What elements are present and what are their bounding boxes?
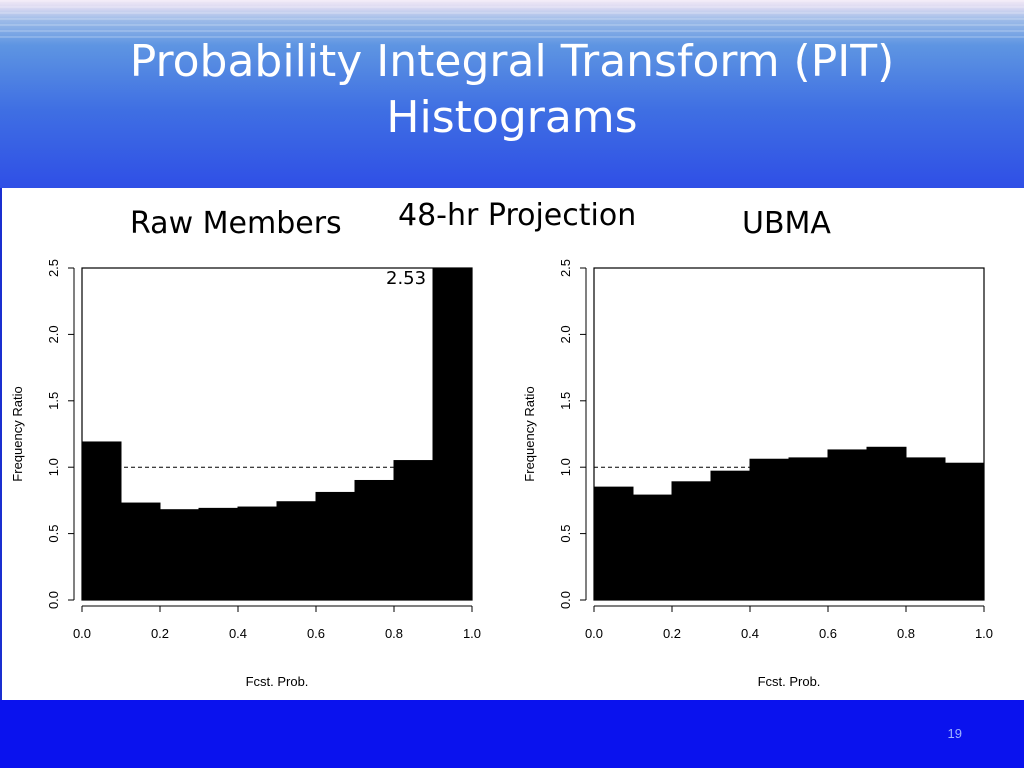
slide-content: 0.0 0.2 0.4 0.6 0.8 1.0 0.0 0.5 1.0 1.5 2.0 2.5 Fcst… [0,188,1024,700]
x-axis-title: Fcst. Prob. [246,674,309,689]
x-tick-label: 0.4 [741,626,759,641]
histogram-bar [827,449,868,601]
slide-header: Probability Integral Transform (PIT) His… [0,0,1024,188]
y-tick-label: 0.5 [46,525,61,543]
y-tick-label: 1.0 [558,458,573,476]
histogram-bar [159,509,200,601]
slide-title-line2: Histograms [386,92,638,143]
histogram-bar [354,479,395,601]
histogram-bar [788,457,829,601]
right-panel-title: UBMA [742,206,831,241]
y-axis-title: Frequency Ratio [10,386,25,481]
histogram-bar [710,470,751,601]
plot-frame [81,267,473,601]
x-tick-label: 0.8 [897,626,915,641]
histogram-bar [315,491,356,601]
histogram-bar [432,267,473,601]
histogram-bar [905,457,946,601]
histogram-bar [237,506,278,601]
x-tick-label: 0.0 [73,626,91,641]
histogram-bar [593,486,634,601]
header-stripes [0,0,1024,40]
y-tick-label: 2.5 [46,259,61,277]
x-tick-label: 0.2 [663,626,681,641]
overflow-value-annotation: 2.53 [386,268,427,289]
histogram-bar [276,501,317,601]
y-tick-label: 1.0 [46,458,61,476]
histogram-bar [120,502,161,601]
x-axis-title: Fcst. Prob. [758,674,821,689]
y-tick-label: 0.0 [558,591,573,609]
left-panel-title: Raw Members [130,206,342,241]
y-tick-label: 2.0 [558,325,573,343]
slide-number: 19 [947,726,962,741]
y-tick-label: 1.5 [558,392,573,410]
histogram-bar [866,446,907,601]
histogram-bar [671,481,712,601]
x-tick-label: 1.0 [463,626,481,641]
histogram-bar [393,460,434,601]
histogram-bar [749,458,790,601]
histogram-bar [944,462,985,601]
y-tick-label: 2.5 [558,259,573,277]
x-tick-label: 0.6 [819,626,837,641]
x-tick-label: 0.4 [229,626,247,641]
y-tick-label: 0.0 [46,591,61,609]
histogram-bar [81,441,122,601]
slide-footer: 19 [0,700,1024,768]
x-tick-label: 0.2 [151,626,169,641]
plot-frame [593,267,985,601]
y-tick-label: 0.5 [558,525,573,543]
x-tick-label: 0.8 [385,626,403,641]
histogram-charts: 0.0 0.2 0.4 0.6 0.8 1.0 0.0 0.5 1.0 1.5 2.0 2.5 Fcst… [10,259,993,689]
y-axis-title: Frequency Ratio [522,386,537,481]
projection-subtitle: 48-hr Projection [398,198,637,233]
histogram-bar [632,494,673,601]
slide-title: Probability Integral Transform (PIT) His… [0,34,1024,146]
y-tick-label: 1.5 [46,392,61,410]
y-tick-label: 2.0 [46,325,61,343]
histogram-bar [198,507,239,601]
x-tick-label: 0.0 [585,626,603,641]
x-tick-label: 1.0 [975,626,993,641]
x-tick-label: 0.6 [307,626,325,641]
slide-title-line1: Probability Integral Transform (PIT) [129,36,895,87]
